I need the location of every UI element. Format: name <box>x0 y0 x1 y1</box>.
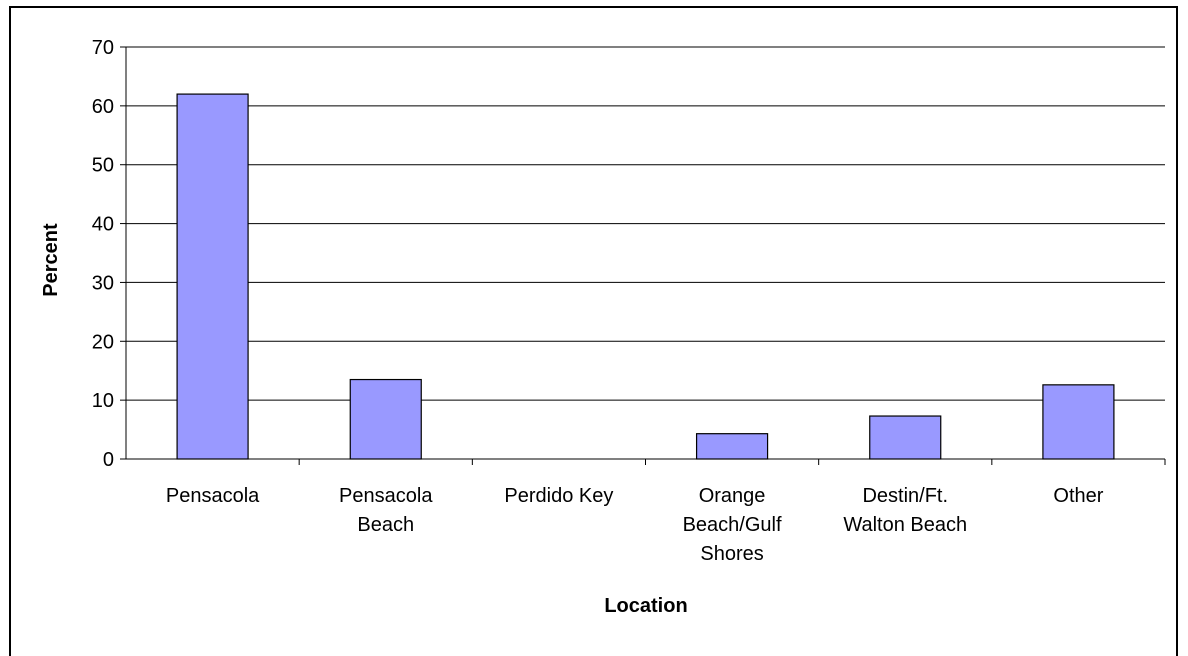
y-tick-label: 30 <box>92 272 114 294</box>
bar <box>1043 385 1114 459</box>
y-tick-label: 10 <box>92 390 114 412</box>
x-tick-label: Other <box>1053 485 1103 507</box>
y-tick-label: 50 <box>92 155 114 177</box>
gridlines <box>120 47 1165 459</box>
x-tick-label: Orange Beach/Gulf Shores <box>683 485 782 565</box>
bars <box>177 94 1114 459</box>
x-tick-label: Destin/Ft. Walton Beach <box>843 485 967 536</box>
y-axis-title: Percent <box>40 223 62 297</box>
axes <box>126 47 1165 465</box>
y-tick-label: 40 <box>92 214 114 236</box>
bar <box>177 94 248 459</box>
x-tick-label: Pensacola Beach <box>339 485 433 536</box>
x-tick-label: Pensacola <box>166 485 260 507</box>
y-tick-label: 20 <box>92 331 114 353</box>
x-tick-labels: Pensacola Pensacola Beach Perdido Key Orange… <box>166 485 1104 565</box>
y-tick-labels: 0 10 20 30 40 50 60 70 <box>92 37 114 471</box>
bar <box>350 380 421 459</box>
x-axis-title: Location <box>604 595 687 617</box>
x-tick-label: Perdido Key <box>504 485 613 507</box>
y-tick-label: 70 <box>92 37 114 59</box>
bar <box>697 434 768 459</box>
y-tick-label: 0 <box>103 449 114 471</box>
bar <box>870 416 941 459</box>
y-tick-label: 60 <box>92 96 114 118</box>
